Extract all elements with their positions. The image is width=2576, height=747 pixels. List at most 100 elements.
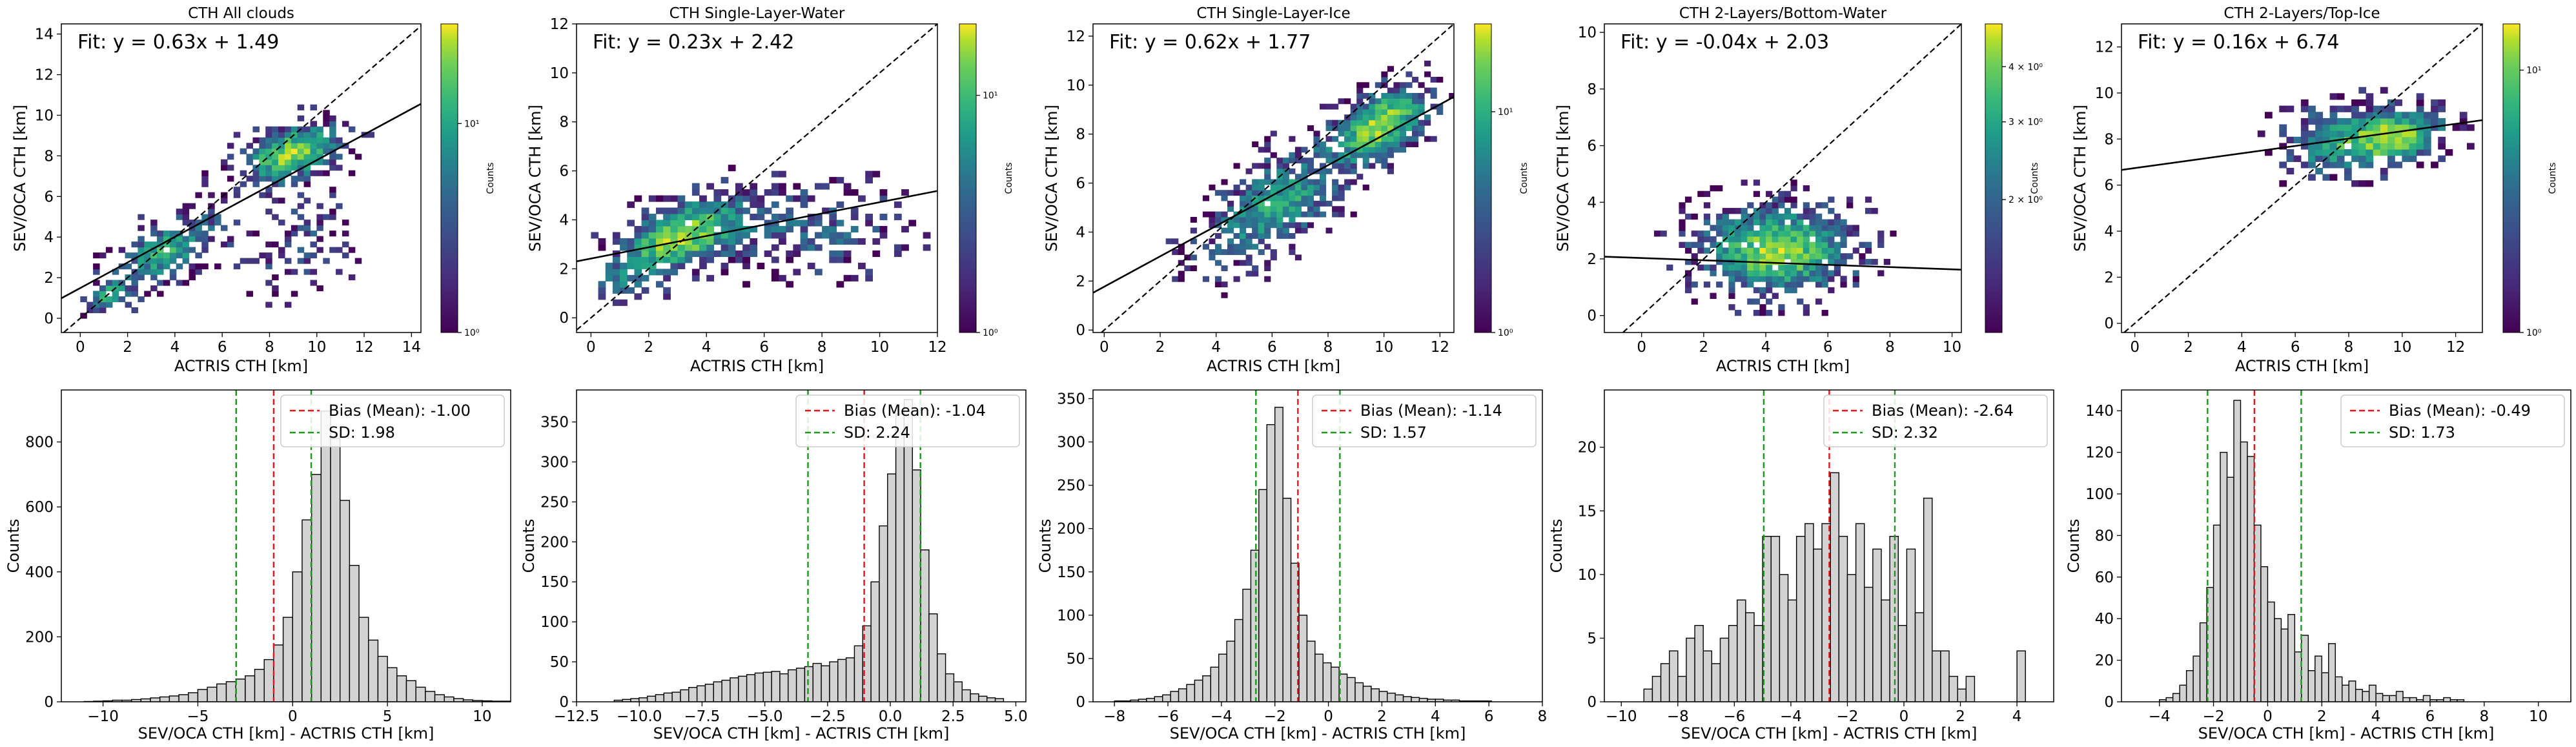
- x-tick-label: 4: [1761, 339, 1771, 356]
- histogram-bars: [1643, 472, 2026, 702]
- heatmap-cell: [1221, 211, 1228, 218]
- heatmap-cell: [742, 281, 750, 288]
- colorbar-tick-label: 4 × 10⁰: [2009, 62, 2043, 72]
- heatmap-cell: [779, 238, 786, 245]
- heatmap-cell: [118, 247, 126, 253]
- heatmap-cell: [1381, 158, 1388, 164]
- heatmap-cell: [303, 154, 311, 160]
- heatmap-cell: [265, 187, 272, 193]
- heatmap-cell: [1803, 213, 1810, 220]
- heatmap-cell: [1703, 230, 1711, 237]
- heatmap-cell: [721, 262, 729, 269]
- histogram-bar: [754, 672, 764, 702]
- heatmap-cell: [735, 238, 743, 245]
- histogram-bar: [2375, 693, 2384, 702]
- heatmap-cell: [757, 207, 765, 214]
- heatmap-cell: [829, 250, 837, 257]
- heatmap-cell: [291, 176, 298, 182]
- heatmap-cell: [1741, 281, 1748, 288]
- heatmap-cell: [1252, 227, 1259, 234]
- histogram-bar: [2328, 643, 2336, 702]
- heatmap-cell: [2300, 143, 2309, 150]
- heatmap-cell: [1834, 213, 1841, 220]
- heatmap-cell: [1245, 184, 1252, 190]
- heatmap-cell: [1338, 211, 1345, 218]
- heatmap-cell: [1784, 213, 1792, 220]
- heatmap-cell: [1759, 202, 1766, 209]
- heatmap-cell: [1865, 196, 1872, 203]
- heatmap-cell: [1301, 227, 1308, 234]
- heatmap-cell: [2423, 130, 2431, 138]
- heatmap-cell: [1313, 200, 1320, 207]
- heatmap-cell: [894, 201, 902, 209]
- histogram-bar: [1702, 650, 1713, 702]
- heatmap-cell: [1307, 163, 1314, 169]
- heatmap-cell: [1753, 264, 1761, 271]
- heatmap-cell: [1784, 287, 1792, 294]
- heatmap-cell: [2286, 149, 2295, 156]
- heatmap-cell: [591, 232, 599, 239]
- heatmap-cell: [233, 263, 241, 270]
- heatmap-cell: [1381, 141, 1388, 148]
- histogram-bar: [520, 701, 530, 702]
- heatmap-cell: [1766, 276, 1773, 282]
- x-tick-label: 2: [1699, 339, 1709, 356]
- heatmap-cell: [1240, 232, 1247, 239]
- heatmap-cell: [2438, 155, 2446, 162]
- heatmap-cell: [1741, 253, 1748, 260]
- heatmap-cell: [663, 287, 671, 294]
- heatmap-cell: [329, 230, 336, 237]
- heatmap-cell: [2402, 149, 2410, 156]
- x-tick-label: 6: [759, 339, 769, 356]
- heatmap-cell: [1264, 232, 1271, 239]
- histogram-bar: [339, 500, 351, 702]
- x-axis-label: SEV/OCA CTH [km] - ACTRIS CTH [km]: [2198, 724, 2495, 742]
- heatmap-cell: [1728, 287, 1735, 294]
- colorbar-tick-label: 10¹: [983, 91, 997, 101]
- heatmap-cell: [1828, 236, 1835, 243]
- heatmap-cell: [1772, 202, 1779, 209]
- heatmap-cell: [663, 207, 671, 214]
- y-tick-label: 250: [540, 494, 569, 511]
- heatmap-cell: [1852, 225, 1859, 231]
- heatmap-cell: [329, 154, 336, 160]
- x-tick-label: 0: [1637, 339, 1646, 356]
- heatmap-cell: [1362, 136, 1369, 142]
- heatmap-cell: [1258, 184, 1265, 190]
- heatmap-cell: [93, 263, 100, 270]
- heatmap-cell: [2387, 124, 2395, 131]
- histogram-bar: [150, 697, 161, 702]
- heatmap-cell: [2257, 130, 2265, 138]
- heatmap-cell: [1790, 185, 1797, 192]
- heatmap-cell: [189, 269, 196, 275]
- histogram-bar: [2280, 628, 2289, 702]
- histogram-bar: [2301, 635, 2309, 702]
- y-axis-label: SEV/OCA CTH [km]: [2071, 105, 2089, 252]
- histogram-bar: [292, 571, 303, 702]
- histogram-bar: [2172, 693, 2180, 702]
- heatmap-cell: [2409, 112, 2417, 119]
- heatmap-cell: [1252, 222, 1259, 229]
- heatmap-cell: [1221, 216, 1228, 223]
- heatmap-cell: [252, 258, 260, 264]
- heatmap-cell: [1264, 147, 1271, 153]
- heatmap-cell: [252, 181, 260, 187]
- heatmap-cell: [1784, 236, 1792, 243]
- heatmap-cell: [1381, 103, 1388, 110]
- heatmap-cell: [1381, 163, 1388, 169]
- heatmap-cell: [1784, 225, 1792, 231]
- histogram-bar: [1914, 612, 1925, 702]
- heatmap-cell: [323, 110, 330, 116]
- heatmap-cell: [750, 183, 758, 190]
- heatmap-cell: [316, 154, 323, 160]
- legend-bias-label: Bias (Mean): -0.49: [2389, 402, 2531, 420]
- heatmap-cell: [641, 274, 649, 281]
- heatmap-cell: [1270, 195, 1277, 201]
- heatmap-cell: [303, 137, 311, 143]
- heatmap-cell: [612, 269, 620, 276]
- heatmap-cell: [822, 183, 830, 190]
- heatmap-cell: [195, 269, 202, 275]
- heatmap-cell: [1728, 281, 1735, 288]
- heatmap-cell: [1753, 208, 1761, 214]
